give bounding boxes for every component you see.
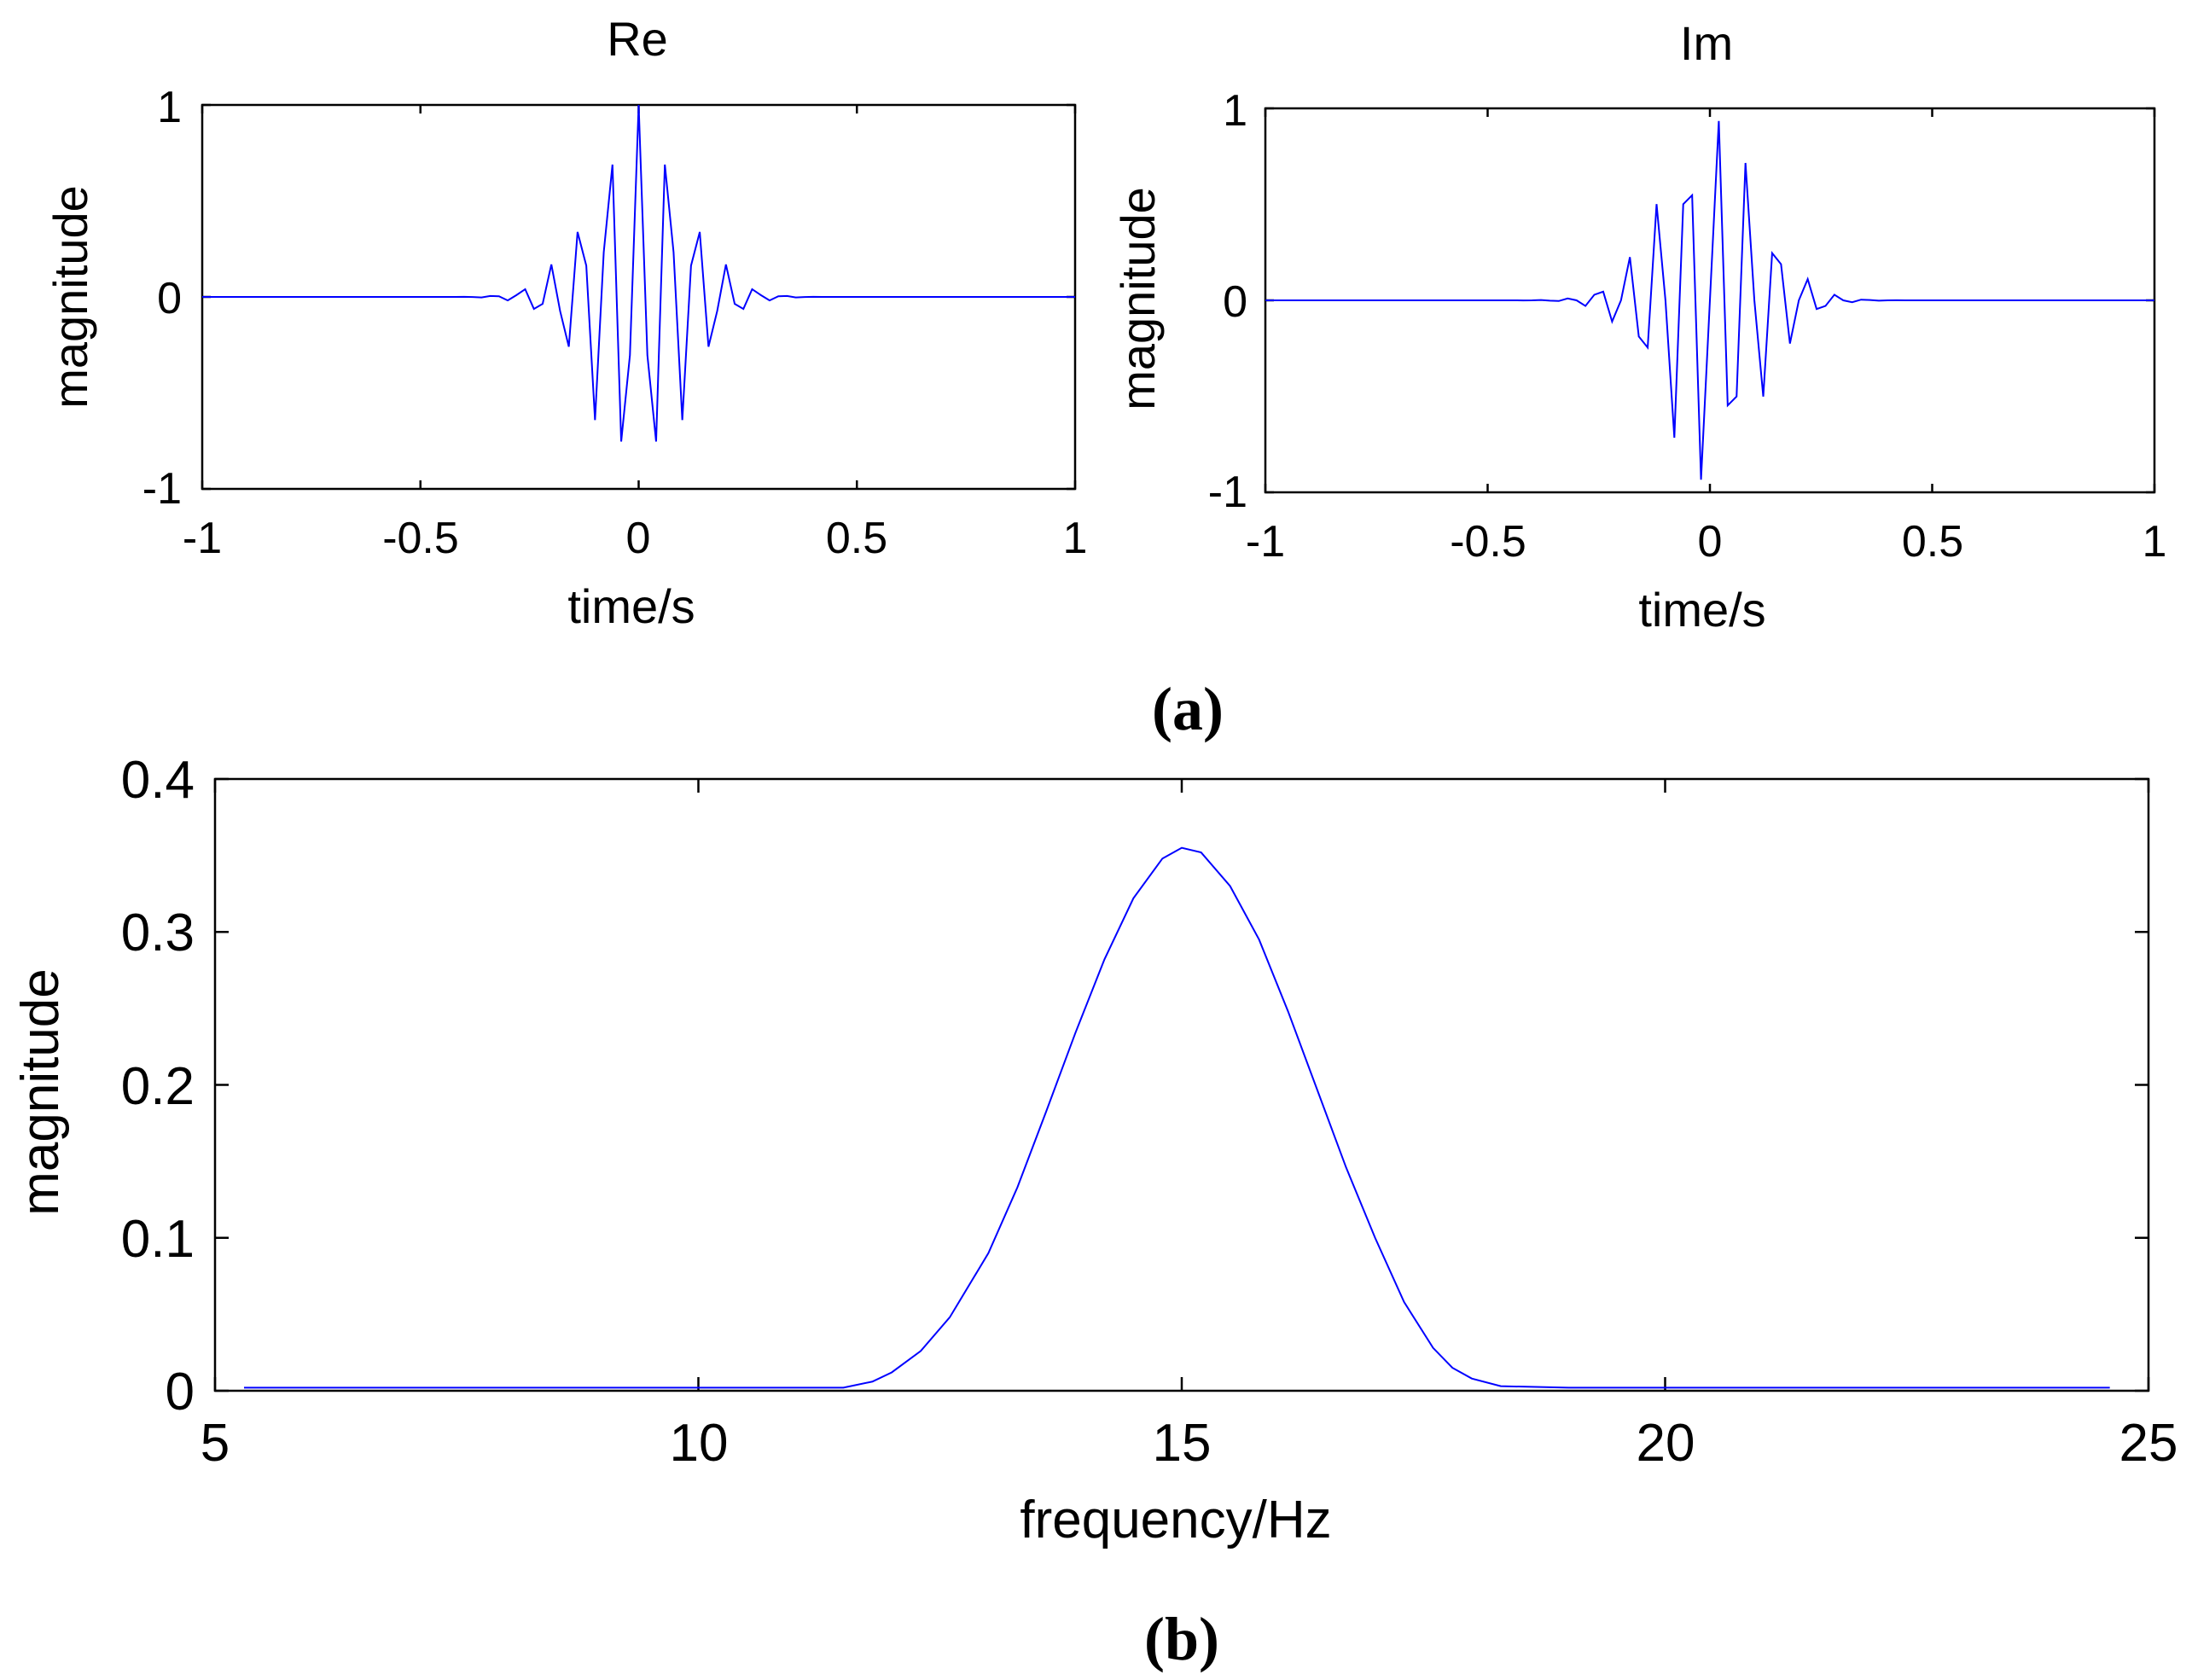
re-xtick-label: 0 xyxy=(626,514,651,563)
spectrum-ytick-label: 0 xyxy=(166,1363,195,1421)
spectrum-ytick-label: 0.1 xyxy=(121,1210,195,1269)
spectrum-series-line xyxy=(243,846,2110,1389)
im-plot: Im -1 -0.5 0 0.5 1 -1 0 1 time/s magnitu… xyxy=(1111,16,2166,637)
spectrum-ytick-label: 0.3 xyxy=(121,904,195,962)
im-xtick-label: 0 xyxy=(1698,517,1723,567)
spectrum-xlabel: frequency/Hz xyxy=(1020,1491,1331,1549)
re-ytick-label: -1 xyxy=(142,464,182,514)
im-ticks xyxy=(1264,107,2156,494)
re-tick-labels: -1 -0.5 0 0.5 1 -1 0 1 xyxy=(142,83,1088,563)
im-tick-labels: -1 -0.5 0 0.5 1 -1 0 1 xyxy=(1208,86,2167,567)
spectrum-ticks xyxy=(213,777,2150,1392)
spectrum-xtick-label: 25 xyxy=(2119,1414,2178,1473)
spectrum-ylabel: magnitude xyxy=(11,968,70,1216)
re-xtick-label: 1 xyxy=(1063,514,1088,563)
im-series-line xyxy=(1265,120,2154,480)
spectrum-plot: 5 10 15 20 25 0 0.1 0.2 0.3 0.4 frequenc… xyxy=(11,751,2177,1549)
im-xlabel: time/s xyxy=(1638,583,1765,637)
re-series-line xyxy=(202,104,1075,442)
spectrum-ytick-label: 0.2 xyxy=(121,1057,195,1116)
im-ylabel: magnitude xyxy=(1111,187,1165,410)
re-xtick-label: 0.5 xyxy=(826,514,887,563)
spectrum-xtick-label: 10 xyxy=(670,1414,729,1473)
im-xtick-label: 0.5 xyxy=(1902,517,1963,567)
im-xtick-label: 1 xyxy=(2143,517,2167,567)
re-xtick-label: -0.5 xyxy=(382,514,459,563)
im-xtick-label: -0.5 xyxy=(1450,517,1526,567)
spectrum-tick-labels: 5 10 15 20 25 0 0.1 0.2 0.3 0.4 xyxy=(121,751,2178,1473)
spectrum-ytick-label: 0.4 xyxy=(121,751,195,810)
spectrum-xtick-label: 20 xyxy=(1637,1414,1695,1473)
re-xtick-label: -1 xyxy=(183,514,222,563)
im-xtick-label: -1 xyxy=(1246,517,1285,567)
im-title: Im xyxy=(1680,16,1733,70)
re-title: Re xyxy=(607,12,668,66)
re-ytick-label: 0 xyxy=(157,274,182,323)
re-plot: Re -1 -0.5 0 0.5 1 -1 0 1 time/s magnitu… xyxy=(44,12,1087,633)
spectrum-xtick-label: 5 xyxy=(201,1414,230,1473)
re-xlabel: time/s xyxy=(567,579,695,633)
re-ylabel: magnitude xyxy=(44,185,97,409)
panel-label-a: (a) xyxy=(1152,675,1224,743)
spectrum-frame xyxy=(213,777,2150,1392)
im-ytick-label: 0 xyxy=(1223,277,1247,327)
re-ytick-label: 1 xyxy=(157,83,182,132)
panel-label-b: (b) xyxy=(1144,1605,1219,1673)
im-ytick-label: 1 xyxy=(1223,86,1247,136)
spectrum-xtick-label: 15 xyxy=(1153,1414,1212,1473)
im-ytick-label: -1 xyxy=(1208,468,1247,517)
